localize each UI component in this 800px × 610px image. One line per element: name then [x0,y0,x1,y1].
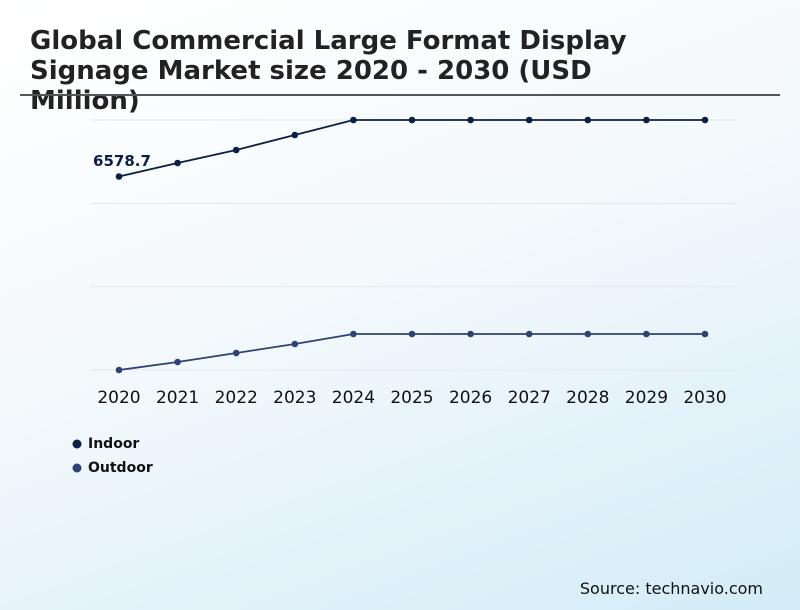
series-line [118,119,705,178]
data-point [408,330,416,338]
x-tick-label: 2024 [332,388,375,408]
data-point [232,349,240,357]
title-rule [20,94,780,96]
data-point [174,358,181,366]
legend-label: Indoor [88,436,139,452]
data-point [350,116,357,124]
x-tick-label: 2029 [625,388,668,408]
legend-label: Outdoor [88,460,153,476]
data-point [584,116,592,124]
data-point [584,330,592,338]
data-point [291,131,299,139]
legend-marker [72,439,82,449]
x-tick-label: 2027 [508,388,551,408]
data-point [174,159,181,167]
x-tick-label: 2030 [683,388,726,408]
data-point [350,330,357,338]
data-point [408,116,416,124]
data-point [525,116,533,124]
data-point [643,330,650,338]
x-tick-label: 2022 [215,388,258,408]
x-tick-label: 2025 [390,388,433,408]
legend-marker [72,463,82,473]
data-point [467,330,474,338]
x-tick-label: 2021 [156,388,199,408]
data-point [701,330,709,338]
chart-title: Global Commercial Large Format Display S… [30,26,627,116]
x-tick-label: 2020 [97,388,140,408]
series-line [118,333,705,371]
data-point [467,116,474,124]
data-point [115,366,123,374]
source: Source: technavio.com [579,579,763,598]
data-point [232,146,240,154]
x-tick-label: 2023 [273,388,316,408]
data-point [701,116,709,124]
data-point [525,330,533,338]
data-point [115,173,123,180]
data-label: 6578.7 [93,152,151,170]
x-tick-label: 2028 [566,388,609,408]
data-point [291,340,299,348]
data-point [643,116,650,124]
x-tick-label: 2026 [449,388,492,408]
